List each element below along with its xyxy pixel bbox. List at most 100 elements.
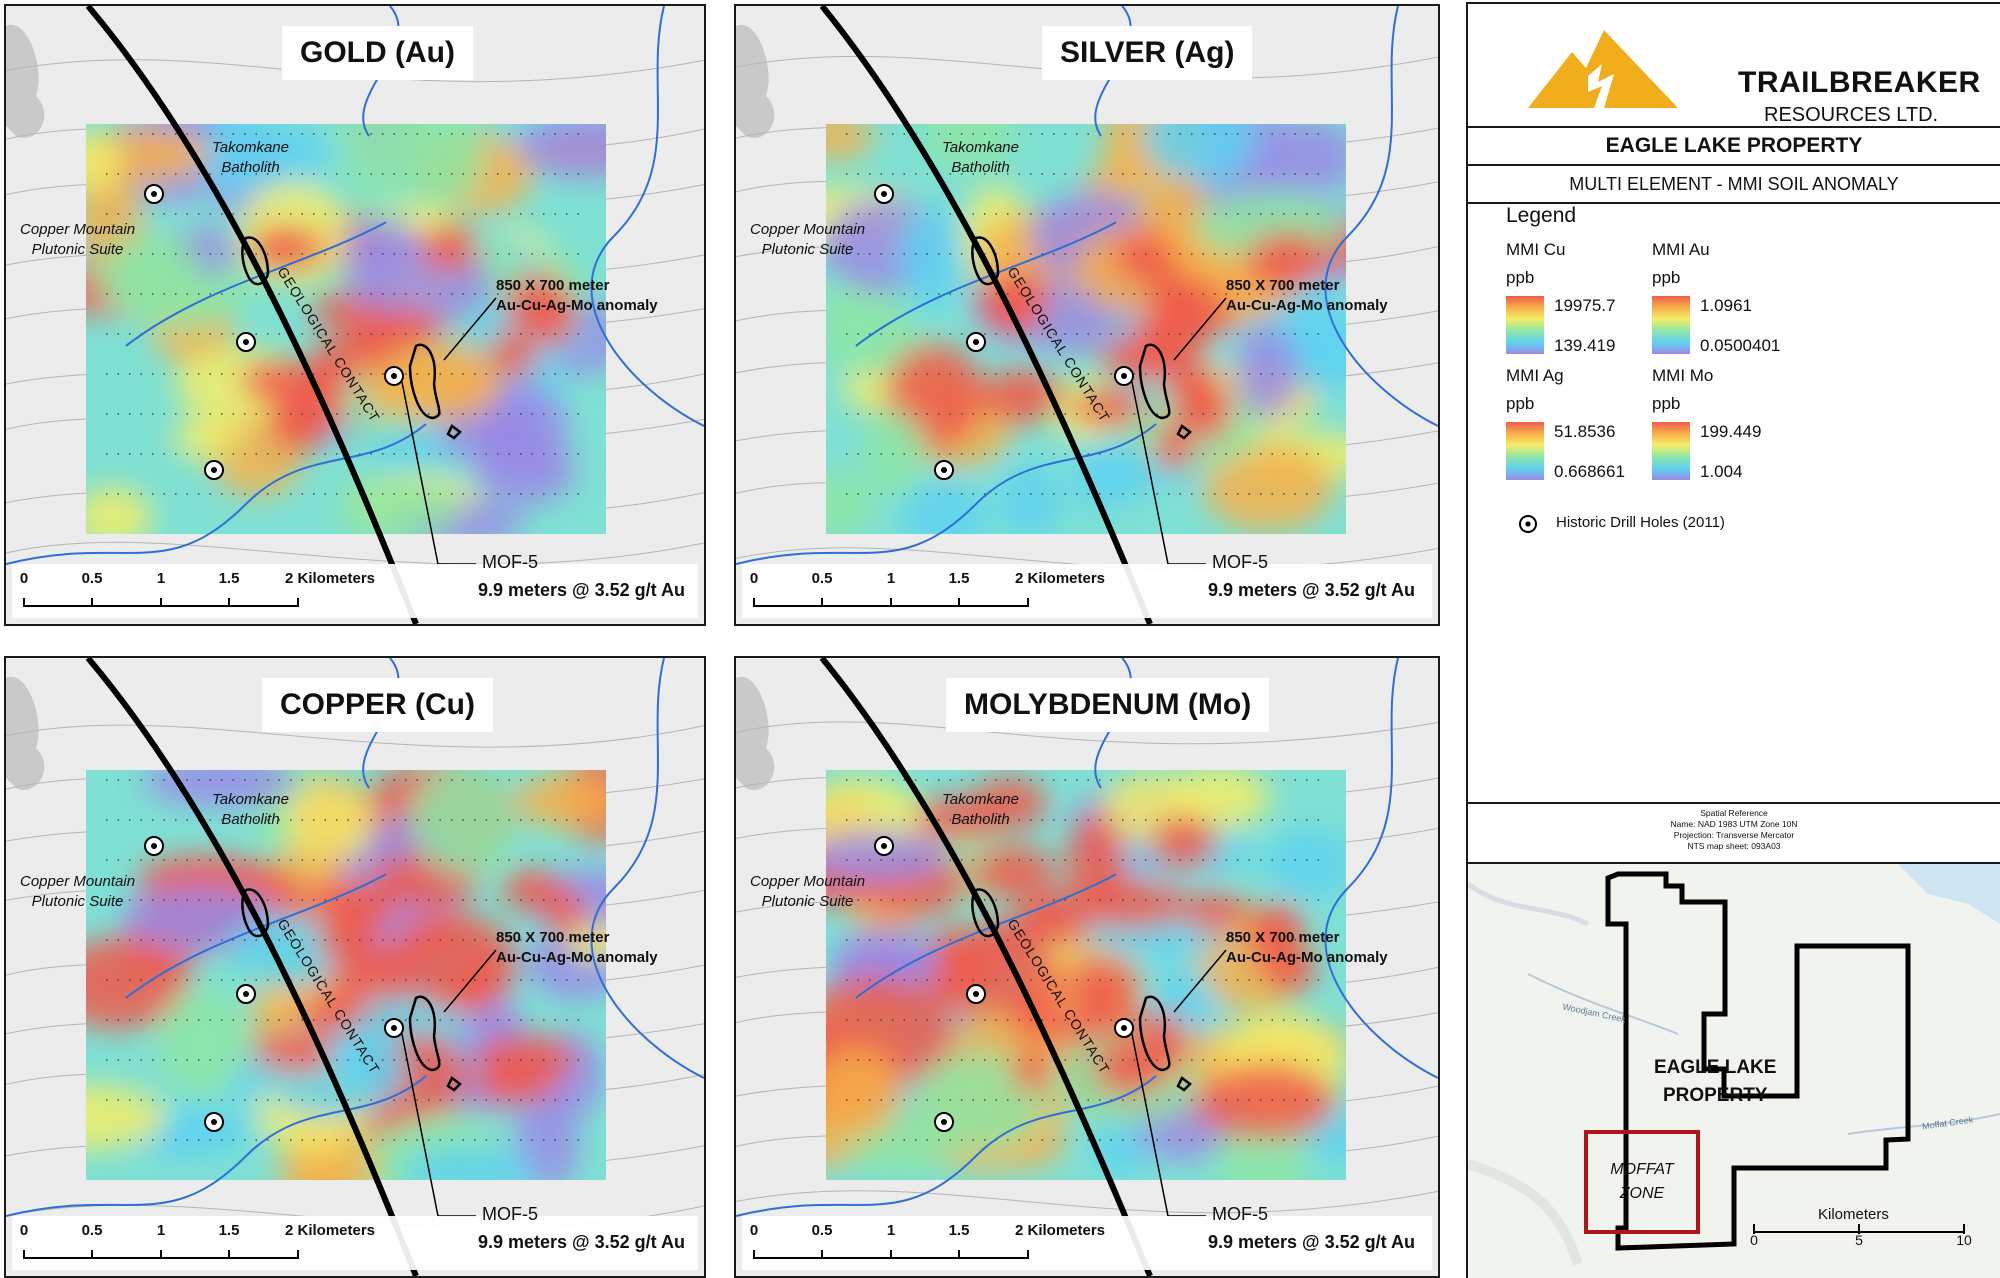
river-line [6, 423, 427, 565]
geological-contact-line [85, 658, 419, 1276]
drill-hole-icon [1114, 1018, 1134, 1038]
map-panel-silver: 0 0.5 1 1.5 2 Kilometers SILVER (Ag) Takomkane… [734, 4, 1440, 626]
drill-hole-icon [1519, 515, 1537, 533]
anomaly-outline [446, 1076, 462, 1092]
leader-line [1131, 381, 1169, 565]
inset-zone-label: MOFFAT ZONE [1610, 1161, 1674, 1202]
scale-bar-graphic [753, 1250, 1029, 1259]
leader-line [401, 1033, 439, 1217]
spatial-reference: Spatial Reference Name: NAD 1983 UTM Zon… [1468, 806, 2000, 866]
drill-hole-icon [384, 366, 404, 386]
leader-line [1131, 1033, 1169, 1217]
map-panel-molybdenum: 0 0.5 1 1.5 2 Kilometers MOLYBDENUM (Mo) Takom… [734, 656, 1440, 1278]
anomaly-label: 850 X 700 meter Au-Cu-Ag-Mo anomaly [1226, 929, 1388, 966]
panel-title: MOLYBDENUM (Mo) [946, 678, 1270, 732]
leader-line [401, 381, 439, 565]
drill-hole-icon [144, 184, 164, 204]
plutonic-suite-label: Copper Mountain Plutonic Suite [20, 873, 136, 910]
scale-tick-label: 0.5 [81, 570, 103, 587]
scale-tick-label: 1 [156, 570, 166, 587]
legend-ag-ramp [1506, 422, 1544, 480]
drill-holes-legend-label: Historic Drill Holes (2011) [1556, 514, 1725, 531]
river-line [1324, 658, 1438, 1079]
drill-hole-icon [874, 184, 894, 204]
anomaly-outline [971, 888, 1000, 938]
leader-line [1173, 297, 1227, 361]
inset-scale-tick: 10 [1956, 1232, 1972, 1248]
lake-shape [6, 24, 45, 138]
legend-mo-ramp [1652, 422, 1690, 480]
inset-scale-tick: 5 [1855, 1232, 1863, 1248]
legend-au-min: 0.0500401 [1700, 336, 1781, 355]
contour-line [6, 541, 704, 565]
scale-tick-label: 2 Kilometers [284, 1222, 376, 1239]
drill-hole-icon [204, 460, 224, 480]
soil-anomaly-map [736, 658, 1438, 1276]
info-sidebar: TRAILBREAKER RESOURCES LTD. EAGLE LAKE P… [1466, 2, 2000, 1278]
drill-hole-name: MOF-5 [482, 552, 538, 572]
contour-line [736, 1190, 1438, 1214]
scale-bar-graphic [23, 1250, 299, 1259]
drill-hole-result: 9.9 meters @ 3.52 g/t Au [1208, 580, 1415, 600]
lake-shape [6, 676, 45, 790]
property-header: EAGLE LAKE PROPERTY [1468, 126, 2000, 164]
scale-tick-label: 1 [156, 1222, 166, 1239]
plutonic-suite-label: Copper Mountain Plutonic Suite [750, 873, 866, 910]
scale-tick-label: 1.5 [218, 1222, 240, 1239]
scale-bar: 0 0.5 1 1.5 2 Kilometers [12, 564, 698, 618]
leader-line [443, 949, 497, 1013]
map-panel-copper: 0 0.5 1 1.5 2 Kilometers COPPER (Cu) Takomkane… [4, 656, 706, 1278]
anomaly-outline [1138, 343, 1171, 420]
anomaly-label: 850 X 700 meter Au-Cu-Ag-Mo anomaly [1226, 277, 1388, 314]
contour-line [736, 721, 1438, 745]
heatmap-grid [86, 770, 606, 1180]
soil-anomaly-map [6, 6, 704, 624]
plutonic-suite-label: Copper Mountain Plutonic Suite [20, 221, 136, 258]
contour-line [6, 724, 704, 748]
inset-location-map: Woodjam Creek Moffat Creek EAGLE LAKE PR… [1468, 862, 2000, 1278]
spatial-ref-title: Spatial Reference [1700, 808, 1768, 818]
drill-hole-icon [934, 1112, 954, 1132]
spatial-ref-projection: Projection: Transverse Mercator [1673, 830, 1795, 840]
anomaly-outline [241, 888, 270, 938]
drill-hole-icon [874, 836, 894, 856]
scale-tick-label: 1 [886, 570, 896, 587]
map-panel-gold: 0 0.5 1 1.5 2 Kilometers GOLD (Au) Takomkane B… [4, 4, 706, 626]
divider [1468, 802, 2000, 804]
lake-shape [736, 676, 775, 790]
river-line [590, 6, 704, 427]
scale-tick-label: 0.5 [811, 570, 833, 587]
inset-map-graphic [1468, 864, 2000, 1266]
river-line [855, 873, 1117, 999]
drill-hole-icon [144, 836, 164, 856]
panel-title: GOLD (Au) [282, 26, 473, 80]
anomaly-outline [971, 236, 1000, 286]
heatmap-grid [826, 124, 1346, 534]
drill-hole-name: MOF-5 [1212, 1204, 1268, 1224]
anomaly-outline [241, 236, 270, 286]
inset-property-label: EAGLE LAKE PROPERTY [1654, 1057, 1777, 1106]
scale-bar: 0 0.5 1 1.5 2 Kilometers [12, 1216, 698, 1270]
anomaly-outline [1138, 995, 1171, 1072]
scale-tick-label: 0.5 [81, 1222, 103, 1239]
drill-hole-name: MOF-5 [1212, 552, 1268, 572]
scale-tick-label: 1.5 [948, 570, 970, 587]
legend-title: Legend [1506, 204, 1577, 227]
river-line [125, 221, 387, 347]
panel-title: COPPER (Cu) [262, 678, 493, 732]
legend-mo-unit: ppb [1652, 394, 1681, 413]
scale-tick-label: 0 [19, 570, 29, 587]
anomaly-outline [1176, 1076, 1192, 1092]
legend-mo-max: 199.449 [1700, 422, 1762, 441]
leader-line [443, 297, 497, 361]
spatial-ref-name: Name: NAD 1983 UTM Zone 10N [1670, 819, 1798, 829]
inset-scale-tick: 0 [1750, 1232, 1758, 1248]
scale-bar-graphic [23, 598, 299, 607]
drill-hole-icon [1114, 366, 1134, 386]
scale-tick-label: 2 Kilometers [284, 570, 376, 587]
spatial-ref-nts: NTS map sheet: 093A03 [1687, 841, 1781, 851]
legend-au-name: MMI Au [1652, 240, 1710, 259]
batholith-label: Takomkane Batholith [942, 791, 1019, 828]
river-line [590, 658, 704, 1079]
legend-au-max: 1.0961 [1700, 296, 1752, 315]
